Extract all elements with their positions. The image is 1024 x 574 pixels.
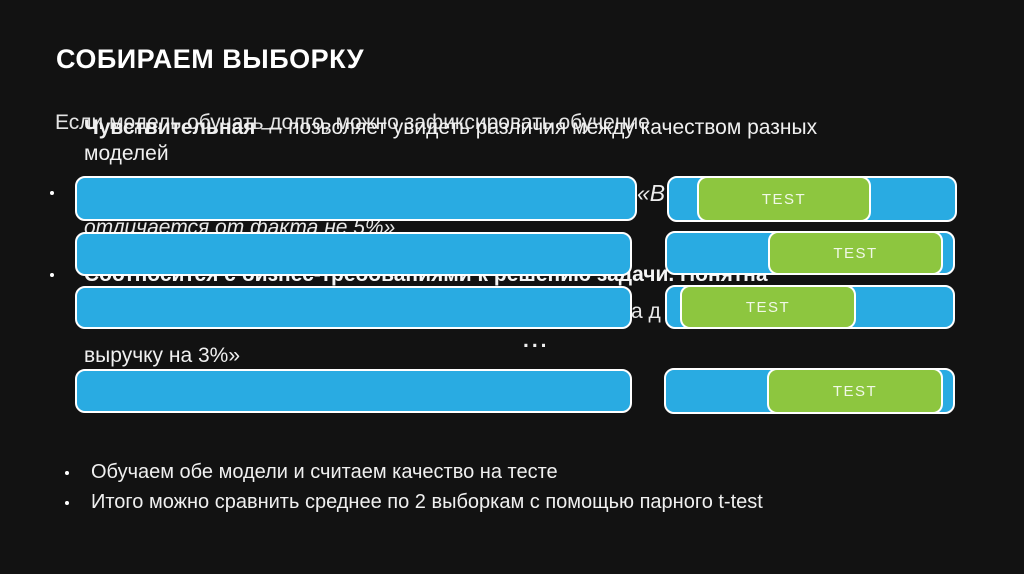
text-fragment: а д [631,300,661,323]
slide-title: СОБИРАЕМ ВЫБОРКУ [56,44,365,74]
test-segment-row1: TEST [697,176,871,222]
train-bar-row1 [75,176,637,221]
text-quote-open: «В [637,180,666,206]
test-segment-row3: TEST [680,285,856,329]
bullet-train-both-models: Обучаем обе модели и считаем качество на… [91,461,558,483]
text-fixed-training: Если модель обучать долго, можно зафикси… [55,111,650,134]
test-label: TEST [832,382,878,400]
bullet-dot [65,471,69,475]
test-segment-row2: TEST [768,231,943,275]
test-segment-row4: TEST [767,368,943,414]
diagram-ellipsis: ... [523,329,550,352]
text-sensitive-wrap: моделей [84,142,169,165]
test-label: TEST [761,190,807,208]
train-bar-row3 [75,286,632,329]
bullet-dot [50,191,54,195]
text-sensitive-rest: — позволяет увидеть различия между качес… [255,116,818,139]
bullet-dot [65,501,69,505]
text-revenue-quote: выручку на 3%» [84,344,241,367]
text-sensitive-metric: Чувствительная — позволяет увидеть разли… [84,116,817,140]
test-label: TEST [833,244,878,262]
bullet-paired-ttest: Итого можно сравнить среднее по 2 выборк… [91,491,763,513]
train-bar-row2 [75,232,632,276]
train-bar-row4 [75,369,632,413]
text-sensitive-term: Чувствительная [84,116,256,139]
test-label: TEST [745,298,791,316]
bullet-dot [50,273,54,277]
